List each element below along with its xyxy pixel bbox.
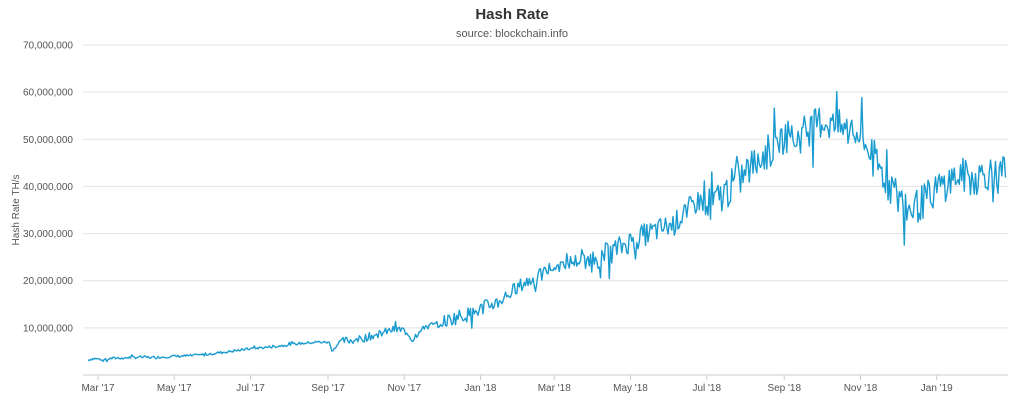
x-axis: Mar '17 May '17 Jul '17 Sep '17 Nov '17 Jan '…: [81, 374, 1008, 394]
x-tick-label: Sep '17: [311, 383, 345, 394]
x-tick-label: May '18: [613, 383, 648, 394]
y-tick-label: 10,000,000: [23, 323, 73, 334]
y-tick-label: 40,000,000: [23, 182, 73, 193]
x-tick-label: Mar '18: [538, 383, 571, 394]
y-tick-label: 70,000,000: [23, 41, 73, 52]
series-line: [87, 90, 1007, 363]
grid-lines: [83, 44, 1008, 329]
x-tick-label: Jan '18: [465, 383, 497, 394]
y-tick-label: 20,000,000: [23, 276, 73, 287]
y-tick-label: 30,000,000: [23, 229, 73, 240]
x-tick-label: Nov '17: [387, 383, 421, 394]
y-tick-label: 60,000,000: [23, 88, 73, 99]
y-axis: 10,000,000 20,000,000 30,000,000 40,000,000…: [23, 41, 73, 335]
x-tick-label: Jul '18: [692, 383, 721, 394]
x-tick-label: Jul '17: [236, 383, 265, 394]
x-tick-label: Nov '18: [844, 383, 878, 394]
x-tick-label: Sep '18: [767, 383, 801, 394]
x-tick-label: Mar '17: [81, 383, 114, 394]
x-tick-label: May '17: [157, 383, 192, 394]
series-hash-rate: [87, 90, 1007, 363]
y-axis-title: Hash Rate TH/s: [11, 175, 22, 246]
x-tick-label: Jan '19: [921, 383, 953, 394]
chart-title: Hash Rate: [475, 6, 549, 23]
y-tick-label: 50,000,000: [23, 135, 73, 146]
chart-subtitle: source: blockchain.info: [456, 28, 568, 40]
